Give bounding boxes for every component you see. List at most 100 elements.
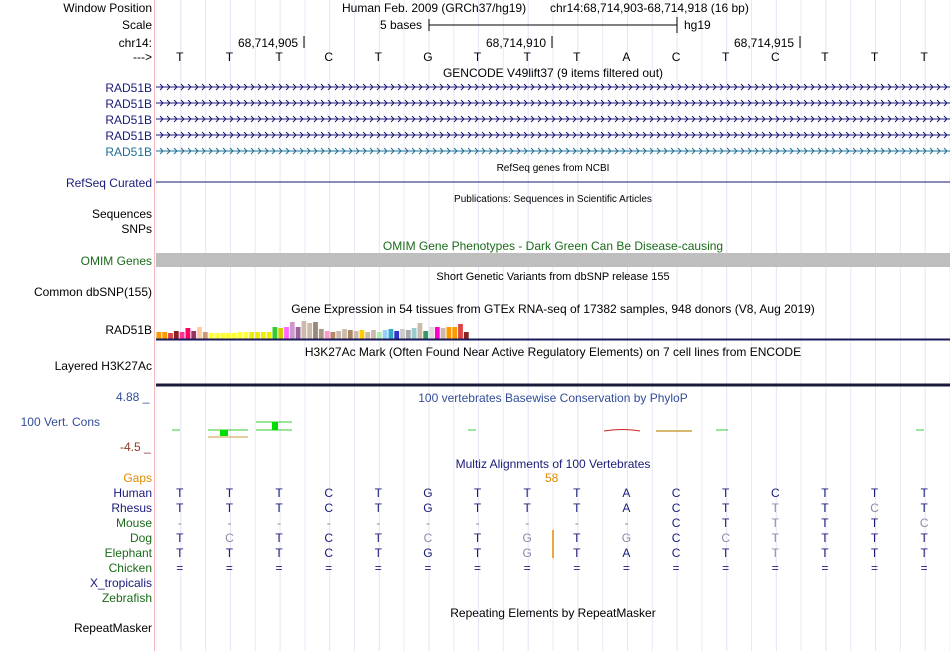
gtex-bar bbox=[452, 327, 458, 339]
publications-label-snps[interactable]: SNPs bbox=[121, 222, 152, 236]
gtex-bar bbox=[417, 323, 423, 339]
species-base: C bbox=[671, 501, 681, 515]
gaps-label[interactable]: Gaps bbox=[123, 471, 152, 485]
chrom-label: chr14: bbox=[118, 36, 152, 50]
species-label[interactable]: Rhesus bbox=[111, 501, 152, 515]
species-base: = bbox=[722, 561, 730, 575]
species-base: T bbox=[523, 486, 531, 500]
gtex-bar bbox=[353, 331, 359, 339]
publications-label-sequences[interactable]: Sequences bbox=[91, 207, 152, 221]
repeatmasker-title[interactable]: Repeating Elements by RepeatMasker bbox=[450, 606, 656, 620]
species-base: = bbox=[771, 561, 779, 575]
species-base: C bbox=[324, 531, 334, 545]
phylop-title[interactable]: 100 vertebrates Basewise Conservation by… bbox=[418, 391, 688, 405]
dbsnp-label[interactable]: Common dbSNP(155) bbox=[33, 285, 152, 299]
species-base: T bbox=[722, 546, 730, 560]
refseq-label[interactable]: RefSeq Curated bbox=[65, 176, 152, 190]
phylop-min: -4.5 _ bbox=[120, 440, 151, 454]
gencode-label-5[interactable]: RAD51B bbox=[105, 145, 152, 159]
species-base: A bbox=[622, 486, 631, 500]
gtex-bar bbox=[220, 333, 226, 339]
species-base: T bbox=[275, 486, 283, 500]
gencode-label-3[interactable]: RAD51B bbox=[105, 113, 152, 127]
gencode-label-2[interactable]: RAD51B bbox=[105, 97, 152, 111]
omim-title[interactable]: OMIM Gene Phenotypes - Dark Green Can Be… bbox=[382, 239, 724, 253]
species-base: T bbox=[920, 531, 928, 545]
species-base: C bbox=[870, 501, 879, 515]
species-base: T bbox=[473, 546, 482, 560]
species-base: = bbox=[523, 561, 531, 575]
h3k27ac-title[interactable]: H3K27Ac Mark (Often Found Near Active Re… bbox=[304, 345, 802, 359]
species-label[interactable]: Mouse bbox=[115, 516, 152, 530]
base-letter: T bbox=[176, 50, 184, 64]
omim-label[interactable]: OMIM Genes bbox=[80, 254, 152, 268]
species-base: T bbox=[722, 486, 730, 500]
species-base: T bbox=[473, 501, 482, 515]
species-base: = bbox=[920, 561, 928, 575]
gtex-bar bbox=[423, 331, 429, 339]
species-label[interactable]: Elephant bbox=[104, 546, 152, 560]
publications-title[interactable]: Publications: Sequences in Scientific Ar… bbox=[454, 194, 652, 205]
gtex-bar bbox=[434, 327, 440, 339]
gtex-bar bbox=[191, 331, 197, 339]
h3k27ac-label[interactable]: Layered H3K27Ac bbox=[54, 359, 152, 373]
window-position-label: Window Position bbox=[63, 1, 152, 15]
species-base: - bbox=[425, 516, 430, 530]
gtex-bar bbox=[266, 332, 272, 339]
species-base: = bbox=[176, 561, 184, 575]
gtex-bar bbox=[173, 331, 179, 339]
species-base: T bbox=[573, 546, 581, 560]
gtex-bar bbox=[179, 332, 185, 339]
coord-3: 68,714,915 bbox=[734, 36, 795, 50]
base-letter: C bbox=[770, 50, 780, 64]
gencode-label-1[interactable]: RAD51B bbox=[105, 81, 152, 95]
multiz-title[interactable]: Multiz Alignments of 100 Vertebrates bbox=[455, 457, 651, 471]
species-label[interactable]: Human bbox=[113, 486, 152, 500]
species-label[interactable]: Dog bbox=[129, 531, 152, 545]
gencode-strand-arrows bbox=[159, 83, 948, 91]
species-base: = bbox=[225, 561, 233, 575]
gtex-bar bbox=[237, 332, 243, 339]
species-base: T bbox=[225, 486, 234, 500]
gencode-title[interactable]: GENCODE V49lift37 (9 items filtered out) bbox=[442, 66, 664, 80]
phylop-label[interactable]: 100 Vert. Cons bbox=[20, 415, 100, 429]
species-base: T bbox=[920, 501, 928, 515]
gtex-bar bbox=[156, 332, 162, 339]
gtex-title[interactable]: Gene Expression in 54 tissues from GTEx … bbox=[291, 302, 815, 316]
species-base: T bbox=[771, 546, 779, 560]
gtex-bar bbox=[342, 329, 347, 339]
refseq-title[interactable]: RefSeq genes from NCBI bbox=[496, 163, 610, 174]
gtex-bar bbox=[226, 333, 231, 339]
gtex-label[interactable]: RAD51B bbox=[105, 323, 152, 337]
gtex-bar bbox=[388, 329, 394, 339]
base-letter: T bbox=[275, 50, 283, 64]
dbsnp-title[interactable]: Short Genetic Variants from dbSNP releas… bbox=[436, 271, 670, 283]
species-label[interactable]: Zebrafish bbox=[101, 591, 152, 605]
base-letter: T bbox=[722, 50, 730, 64]
phylop-max: 4.88 _ bbox=[116, 390, 150, 404]
species-base: T bbox=[374, 546, 382, 560]
species-label[interactable]: Chicken bbox=[108, 561, 152, 575]
phylop-bar bbox=[272, 422, 278, 430]
assembly-title: Human Feb. 2009 (GRCh37/hg19) bbox=[342, 1, 527, 15]
base-letter: T bbox=[225, 50, 234, 64]
base-letter: C bbox=[671, 50, 681, 64]
species-base: = bbox=[424, 561, 432, 575]
species-base: T bbox=[870, 516, 879, 530]
species-base: C bbox=[671, 546, 681, 560]
gencode-label-4[interactable]: RAD51B bbox=[105, 129, 152, 143]
gap-count: 58 bbox=[545, 471, 559, 485]
gtex-bar bbox=[243, 332, 249, 339]
species-base: T bbox=[225, 546, 234, 560]
repeatmasker-label[interactable]: RepeatMasker bbox=[73, 621, 152, 635]
position-readout[interactable]: chr14:68,714,903-68,714,918 (16 bp) bbox=[550, 1, 749, 15]
gtex-bar bbox=[318, 329, 324, 339]
gtex-bar bbox=[440, 328, 446, 339]
species-label[interactable]: X_tropicalis bbox=[89, 576, 152, 590]
gtex-bar bbox=[162, 332, 168, 339]
track-divider bbox=[154, 0, 155, 651]
base-grid bbox=[156, 0, 950, 651]
gtex-bar bbox=[272, 327, 278, 339]
track-graphics[interactable] bbox=[156, 0, 950, 651]
gencode-strand-arrows bbox=[159, 131, 948, 139]
